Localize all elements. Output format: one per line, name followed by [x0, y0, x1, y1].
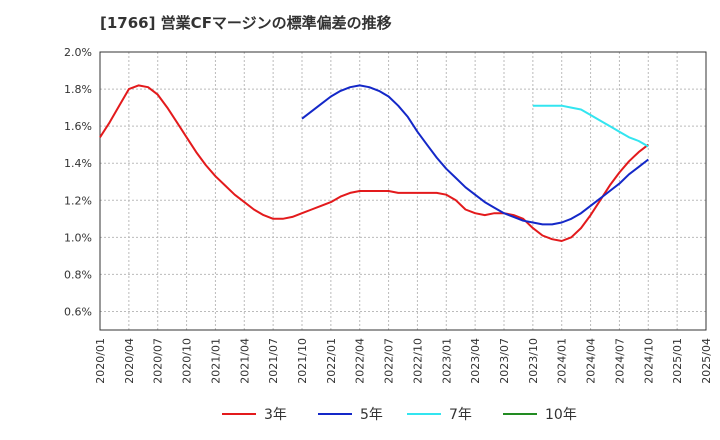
y-tick-label: 1.4% [64, 157, 92, 170]
x-tick-label: 2023/01 [440, 338, 453, 384]
x-tick-label: 2022/10 [411, 338, 424, 384]
x-tick-label: 2024/10 [642, 338, 655, 384]
x-tick-label: 2021/01 [209, 338, 222, 384]
x-tick-label: 2024/04 [585, 338, 598, 384]
legend-label: 5年 [360, 407, 383, 423]
legend: 3年 5年 7年 10年 [222, 407, 577, 423]
y-tick-label: 1.2% [64, 194, 92, 207]
x-tick-label: 2021/10 [296, 338, 309, 384]
x-tick-label: 2020/01 [94, 338, 107, 384]
y-tick-label: 2.0% [64, 46, 92, 59]
series-line-3年 [99, 84, 649, 242]
plot-area [99, 51, 707, 331]
y-axis: 2.0% 1.8% 1.6% 1.4% 1.2% 1.0% 0.8% 0.6% [64, 46, 92, 318]
chart-title: [1766] 営業CFマージンの標準偏差の推移 [100, 14, 392, 32]
x-tick-label: 2024/01 [556, 338, 569, 384]
x-tick-label: 2023/04 [469, 338, 482, 384]
x-tick-label: 2023/07 [498, 338, 511, 384]
series-lines [99, 84, 649, 242]
x-tick-label: 2022/07 [383, 338, 396, 384]
x-tick-label: 2020/04 [123, 338, 136, 384]
x-tick-label: 2022/04 [354, 338, 367, 384]
legend-label: 10年 [545, 407, 577, 423]
x-tick-label: 2021/07 [267, 338, 280, 384]
y-tick-label: 0.6% [64, 305, 92, 318]
x-tick-label: 2025/01 [671, 338, 684, 384]
legend-label: 3年 [264, 407, 287, 423]
y-tick-label: 1.8% [64, 83, 92, 96]
series-line-5年 [301, 84, 649, 226]
x-tick-label: 2020/10 [181, 338, 194, 384]
grid [99, 51, 707, 330]
x-axis: 2020/01 2020/04 2020/07 2020/10 2021/01 2021/… [94, 338, 713, 384]
x-tick-label: 2025/04 [700, 338, 713, 384]
x-tick-label: 2021/04 [238, 338, 251, 384]
x-tick-label: 2020/07 [152, 338, 165, 384]
x-tick-label: 2024/07 [613, 338, 626, 384]
legend-label: 7年 [449, 407, 472, 423]
y-tick-label: 0.8% [64, 268, 92, 281]
x-tick-label: 2023/10 [527, 338, 540, 384]
series-line-7年 [532, 104, 649, 148]
y-tick-label: 1.6% [64, 120, 92, 133]
y-tick-label: 1.0% [64, 231, 92, 244]
x-tick-label: 2022/01 [325, 338, 338, 384]
